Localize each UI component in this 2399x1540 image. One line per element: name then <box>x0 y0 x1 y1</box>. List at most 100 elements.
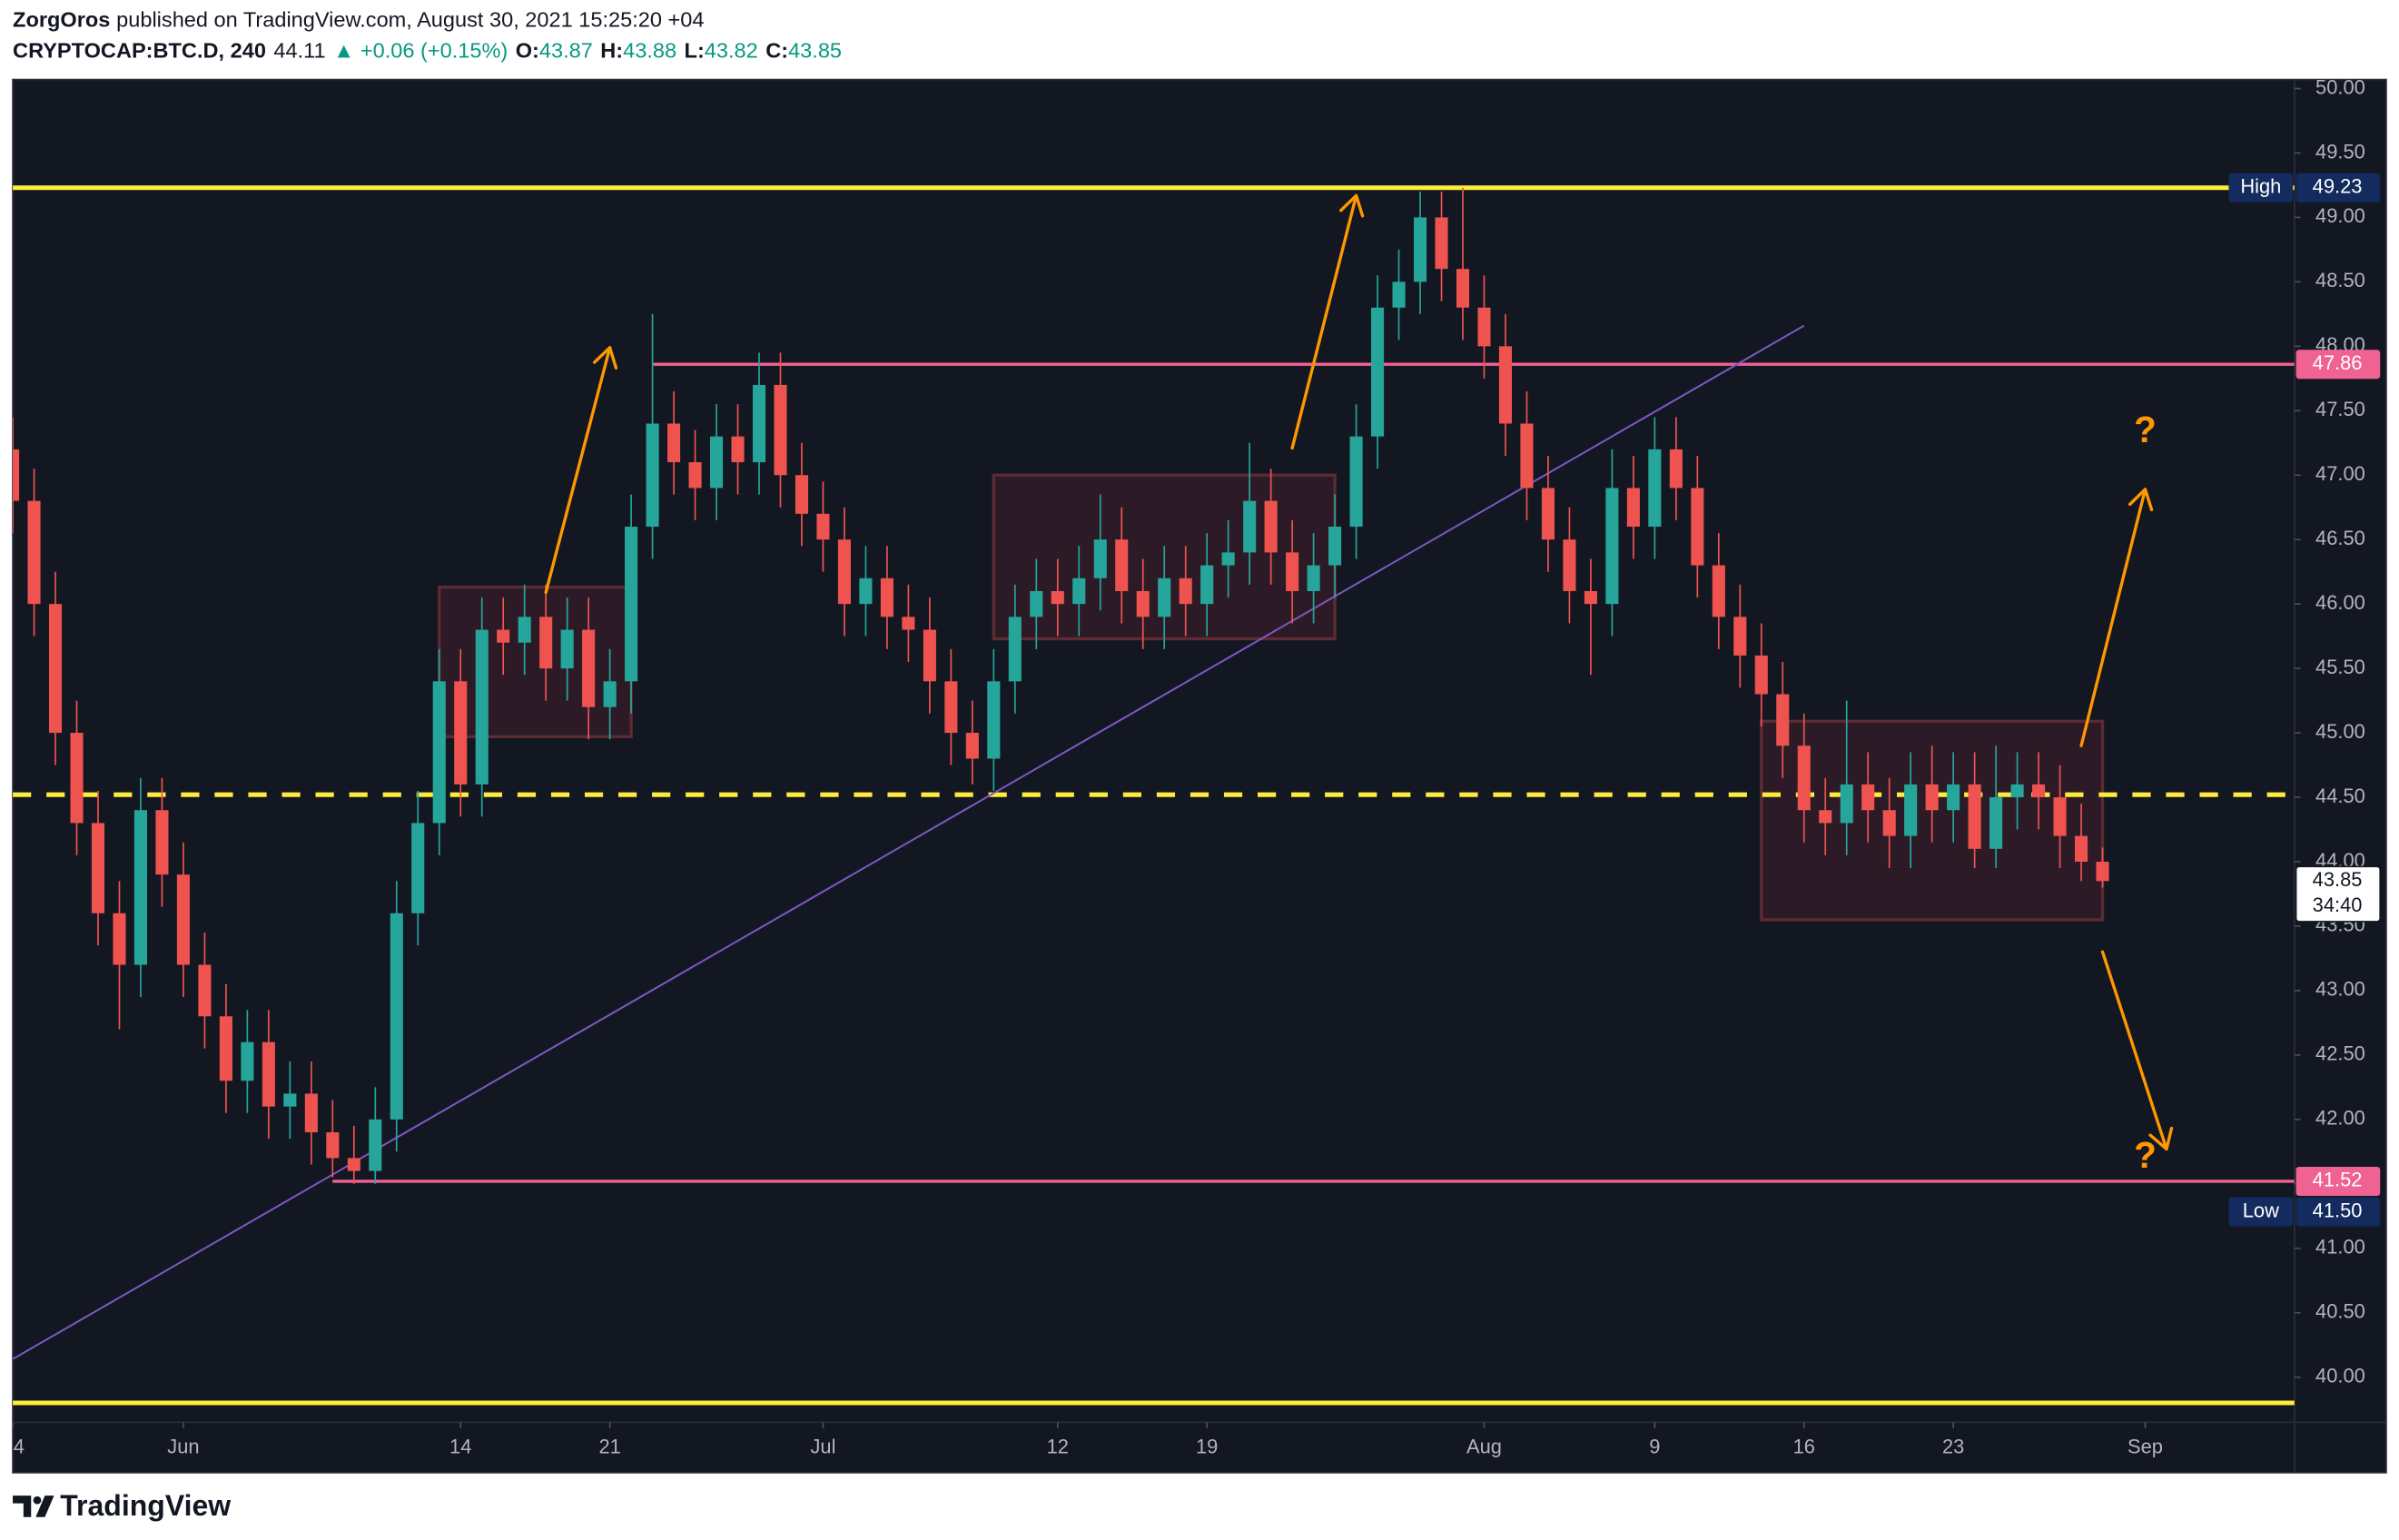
candle-body <box>304 1093 318 1133</box>
price-tag <box>2295 1197 2381 1227</box>
candle-body <box>1947 784 1960 811</box>
ohlc-label: C: <box>765 38 788 62</box>
price-tag-title: Low <box>2243 1199 2279 1221</box>
last-price: 44.11 <box>273 38 325 62</box>
candle-body <box>91 823 105 913</box>
candle-body <box>347 1158 360 1171</box>
price-tag-title-box <box>2228 1197 2294 1227</box>
plot: 40.0040.5041.0041.5042.0042.5043.0043.50… <box>12 75 2382 1458</box>
publish-line: ZorgOros published on TradingView.com, Au… <box>13 8 704 32</box>
candle-body <box>646 423 659 528</box>
ohlc-value: 43.85 <box>788 38 842 62</box>
y-tick-label: 42.00 <box>2315 1107 2365 1130</box>
candle-body <box>1989 797 2003 849</box>
x-tick-label: Aug <box>1466 1436 1502 1458</box>
y-tick-label: 43.00 <box>2315 978 2365 1001</box>
y-tick-label: 40.00 <box>2315 1364 2365 1387</box>
candle-body <box>1307 565 1320 591</box>
x-tick-label: 9 <box>1649 1436 1660 1458</box>
candle-body <box>1008 617 1022 682</box>
candle-body <box>1563 539 1576 591</box>
candle-body <box>1371 307 1385 437</box>
candle-body <box>709 436 724 489</box>
countdown: 34:40 <box>2313 893 2363 916</box>
candle-body <box>1072 578 1086 605</box>
logo-part <box>35 1496 54 1517</box>
price-tag <box>2295 1166 2381 1196</box>
price-tag-value: 47.86 <box>2313 351 2363 374</box>
ohlc-label: O: <box>516 38 539 62</box>
x-tick-label: 23 <box>1942 1436 1964 1458</box>
candle-body <box>539 617 553 669</box>
price-tag <box>2295 865 2382 923</box>
candle-body <box>1179 578 1192 605</box>
candle-body <box>2053 797 2067 836</box>
candle-body <box>176 874 190 965</box>
author: ZorgOros <box>13 8 110 32</box>
candle-body <box>518 617 531 643</box>
candle-body <box>1051 590 1064 605</box>
candle-body <box>688 462 702 489</box>
logo-part <box>33 1496 42 1505</box>
candle-body <box>1349 436 1363 528</box>
ohlc-value: 43.82 <box>705 38 758 62</box>
candle-body <box>859 578 873 605</box>
x-tick-label: 19 <box>1196 1436 1218 1458</box>
range-box <box>438 586 633 739</box>
candle-body <box>2010 784 2024 798</box>
y-tick-label: 47.50 <box>2315 398 2365 420</box>
candle-body <box>198 964 212 1017</box>
candle-body <box>965 733 979 759</box>
x-tick-label: 21 <box>598 1436 620 1458</box>
y-tick-label: 48.50 <box>2315 269 2365 291</box>
ohlc-value: 43.87 <box>539 38 593 62</box>
price-tag-value: 41.52 <box>2313 1169 2363 1191</box>
x-tick-label: 12 <box>1047 1436 1069 1458</box>
arrow <box>544 346 618 595</box>
candle-body <box>1030 590 1043 617</box>
candle-body <box>816 513 830 540</box>
candle-body <box>560 629 574 669</box>
published: published on TradingView.com, August 30,… <box>116 8 704 32</box>
y-tick-label: 50.00 <box>2315 75 2365 98</box>
y-tick-label: 40.50 <box>2315 1299 2365 1322</box>
candle-body <box>1456 269 1470 308</box>
candle-body <box>1904 784 1918 836</box>
candle-body <box>1541 488 1555 540</box>
candle-body <box>411 823 425 913</box>
candle-body <box>48 604 63 734</box>
candle-body <box>13 449 20 501</box>
candle-body <box>1158 578 1171 617</box>
candle-body <box>902 617 915 630</box>
candle-body <box>1797 745 1811 811</box>
candle-body <box>987 681 1001 759</box>
x-tick-label: 16 <box>1793 1436 1815 1458</box>
candle-body <box>1328 527 1342 566</box>
candle-body <box>667 423 681 463</box>
symbol: CRYPTOCAP:BTC.D, 240 <box>13 38 266 62</box>
candle-body <box>1286 552 1299 591</box>
candle-body <box>283 1093 297 1107</box>
candle-body <box>454 681 468 785</box>
candle-body <box>923 629 936 682</box>
x-tick-label: Sep <box>2128 1436 2163 1458</box>
candle-body <box>1840 784 1853 824</box>
candle-body <box>432 681 446 824</box>
y-tick-label: 47.00 <box>2315 462 2365 485</box>
candle-body <box>27 500 41 605</box>
y-tick-label: 41.00 <box>2315 1236 2365 1259</box>
candle-body <box>1925 784 1939 811</box>
ohlc-label: H: <box>600 38 623 62</box>
candle-body <box>880 578 893 617</box>
candle-body <box>582 629 596 707</box>
x-tick-label: 4 <box>14 1436 25 1458</box>
candle-body <box>774 384 787 476</box>
candle-body <box>2096 861 2109 882</box>
price-tag-value: 49.23 <box>2313 175 2363 198</box>
candle-body <box>1819 810 1832 824</box>
candle-body <box>1115 539 1129 591</box>
logo-part <box>13 1496 32 1517</box>
legend-line: CRYPTOCAP:BTC.D, 240 44.11 ▲ +0.06 (+0.15%… <box>13 38 842 62</box>
price-tag <box>2295 350 2381 380</box>
